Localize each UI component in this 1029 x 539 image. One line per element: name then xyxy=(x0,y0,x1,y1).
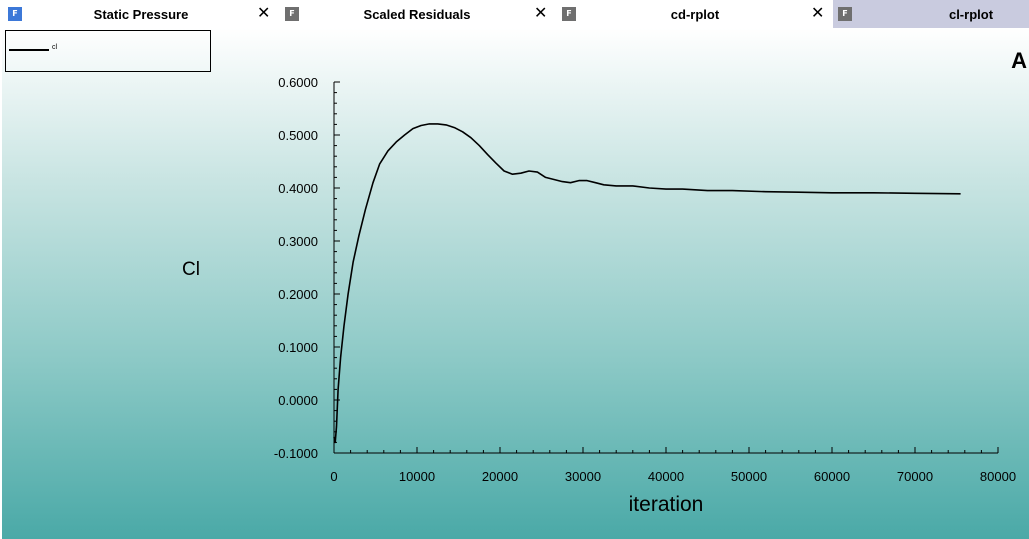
y-tick-label: 0.0000 xyxy=(278,393,318,408)
fluent-icon: F xyxy=(285,7,299,21)
x-tick-label: 80000 xyxy=(980,469,1016,484)
tab-cd-rplot[interactable]: F cd-rplot ✕ xyxy=(556,0,833,28)
tab-label: cd-rplot xyxy=(670,7,720,22)
x-tick-label: 0 xyxy=(330,469,337,484)
tab-scaled-residuals[interactable]: F Scaled Residuals ✕ xyxy=(278,0,556,28)
tab-label: Scaled Residuals xyxy=(363,7,471,22)
x-axis: 0 10000 20000 30000 40000 50000 60000 70000 8000… xyxy=(330,447,1016,484)
close-icon[interactable]: ✕ xyxy=(257,3,271,22)
y-tick-label: 0.2000 xyxy=(278,287,318,302)
tab-label: Static Pressure xyxy=(93,7,189,22)
y-axis: -0.1000 0.0000 0.1000 0.2000 0.3000 0.4000 0.5… xyxy=(274,75,340,461)
x-axis-title: iteration xyxy=(629,493,704,516)
x-tick-label: 30000 xyxy=(565,469,601,484)
fluent-icon: F xyxy=(562,7,576,21)
series-line-cl xyxy=(333,123,961,444)
legend-line-cl xyxy=(9,49,49,51)
tab-static-pressure[interactable]: F Static Pressure ✕ xyxy=(0,0,278,28)
legend-label-cl: cl xyxy=(52,44,58,51)
x-tick-label: 10000 xyxy=(399,469,435,484)
y-tick-label: 0.4000 xyxy=(278,181,318,196)
x-tick-label: 50000 xyxy=(731,469,767,484)
y-axis-title: Cl xyxy=(182,259,200,280)
close-icon[interactable]: ✕ xyxy=(534,3,548,22)
y-tick-label: -0.1000 xyxy=(274,446,318,461)
tab-bar: F Static Pressure ✕ F Scaled Residuals ✕… xyxy=(0,0,1029,28)
x-tick-label: 40000 xyxy=(648,469,684,484)
y-tick-label: 0.1000 xyxy=(278,340,318,355)
series-group xyxy=(333,123,961,444)
y-tick-label: 0.3000 xyxy=(278,234,318,249)
fluent-icon: F xyxy=(838,7,852,21)
close-icon[interactable]: ✕ xyxy=(811,3,825,22)
plot-area: cl A xyxy=(2,28,1029,539)
x-tick-label: 60000 xyxy=(814,469,850,484)
x-tick-label: 70000 xyxy=(897,469,933,484)
tab-label: cl-rplot xyxy=(948,7,994,22)
corner-letter: A xyxy=(1011,48,1027,73)
fluent-icon: F xyxy=(8,7,22,21)
legend: cl xyxy=(5,30,211,72)
y-tick-label: 0.5000 xyxy=(278,128,318,143)
y-tick-label: 0.6000 xyxy=(278,75,318,90)
x-tick-label: 20000 xyxy=(482,469,518,484)
tab-cl-rplot[interactable]: F cl-rplot xyxy=(833,0,1029,28)
